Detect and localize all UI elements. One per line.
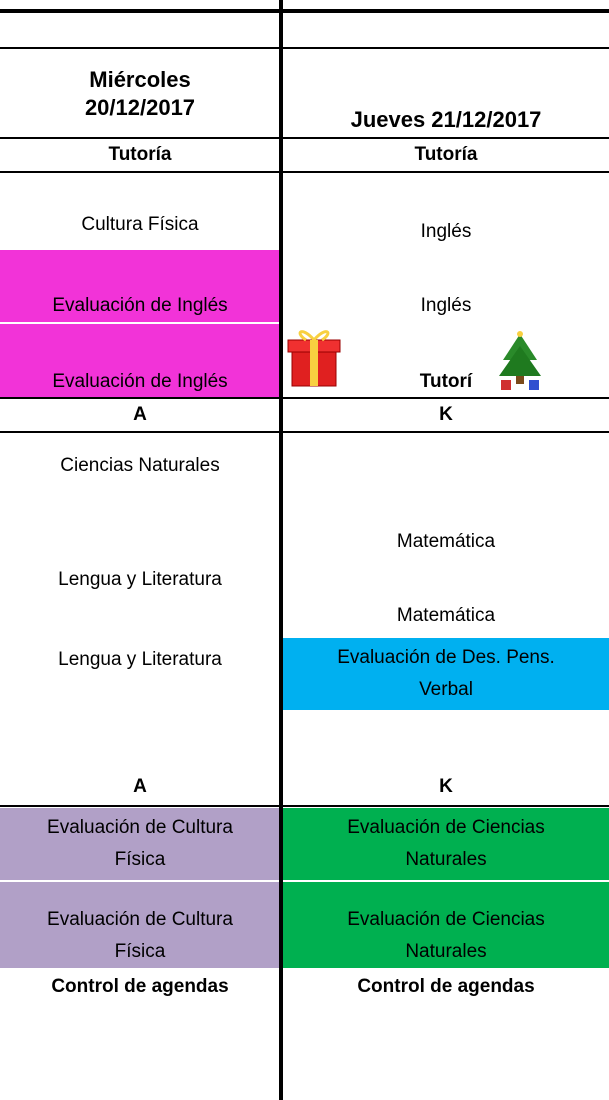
cell-text: Matemática (396, 531, 496, 552)
cell: Lengua y Literatura (0, 644, 280, 710)
cell-text: Tutoría (108, 144, 172, 165)
cell-text: Cultura Física (81, 214, 199, 235)
cell: K (283, 768, 609, 806)
cell: Lengua y Literatura (0, 564, 280, 636)
rule (0, 397, 609, 399)
cell-text: Tutorí (419, 371, 473, 392)
cell-text: Lengua y Literatura (58, 569, 222, 590)
cell: Matemática (283, 432, 609, 558)
cell-text: Matemática (396, 605, 496, 626)
cell: Cultura Física (0, 172, 280, 248)
cell: Ciencias Naturales (0, 450, 280, 562)
tree-icon (499, 331, 541, 390)
cell-text: Evaluación de Cultura Física (47, 909, 233, 962)
cell: A (0, 768, 280, 806)
rule (0, 9, 609, 13)
cell: Control de agendas (283, 968, 609, 1006)
cell: K (283, 398, 609, 432)
cell-text: Control de agendas (357, 976, 535, 997)
cell-text: Tutoría (414, 144, 478, 165)
cell-text: A (133, 404, 147, 425)
cell-text: Evaluación de Ciencias Naturales (347, 909, 545, 962)
cell: Tutoría (0, 138, 280, 172)
rule (0, 47, 609, 49)
cell-highlight: Evaluación de Inglés (0, 324, 280, 398)
rule (0, 805, 609, 807)
cell-text: Lengua y Literatura (58, 649, 222, 670)
cell-text: K (439, 404, 453, 425)
cell-text: Control de agendas (51, 976, 229, 997)
cell-text: Evaluación de Inglés (52, 371, 228, 392)
rule (0, 171, 609, 173)
cell: A (0, 398, 280, 432)
cell-text: Evaluación de Cultura Física (47, 817, 233, 870)
cell-highlight: Evaluación de Ciencias Naturales (283, 808, 609, 880)
day-header-text: Jueves 21/12/2017 (350, 107, 542, 132)
cell: Tutoría (283, 138, 609, 172)
gift-icon (287, 330, 341, 387)
day-header-text: Miércoles 20/12/2017 (84, 67, 196, 120)
cell-text: K (439, 776, 453, 797)
cell: Inglés (283, 250, 609, 322)
cell: Tutorí (283, 324, 609, 398)
cell-highlight: Evaluación de Ciencias Naturales (283, 882, 609, 968)
column-divider (279, 0, 283, 1100)
cell: Inglés (283, 172, 609, 248)
cell: Matemática (283, 564, 609, 632)
cell-text: A (133, 776, 147, 797)
cell-text: Ciencias Naturales (60, 455, 220, 476)
cell: Control de agendas (0, 968, 280, 1006)
day-header: Jueves 21/12/2017 (283, 50, 609, 134)
cell-text: Evaluación de Inglés (52, 295, 228, 316)
cell-text: Evaluación de Des. Pens. Verbal (337, 647, 555, 700)
day-header: Miércoles 20/12/2017 (0, 50, 280, 138)
cell-text: Inglés (420, 221, 472, 242)
cell-text: Evaluación de Ciencias Naturales (347, 817, 545, 870)
rule (0, 431, 609, 433)
cell-highlight: Evaluación de Cultura Física (0, 808, 280, 880)
rule (0, 137, 609, 139)
cell-highlight: Evaluación de Cultura Física (0, 882, 280, 968)
cell-text: Inglés (420, 295, 472, 316)
cell-highlight: Evaluación de Des. Pens. Verbal (283, 638, 609, 710)
cell-highlight: Evaluación de Inglés (0, 250, 280, 322)
